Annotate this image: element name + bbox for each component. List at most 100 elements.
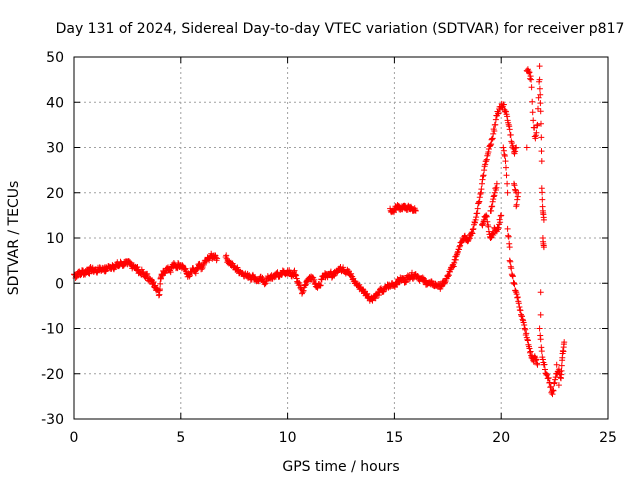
data-point [513,144,520,151]
data-point [167,269,174,276]
data-point [490,193,497,200]
data-point [497,219,504,226]
data-point [493,180,500,187]
data-point [465,236,472,243]
data-point [348,270,355,277]
data-point [500,101,507,108]
data-point [558,362,565,369]
data-point [505,232,512,239]
data-point [500,144,507,151]
points-layer [71,63,568,398]
data-point [533,129,540,136]
data-point [537,91,544,98]
data-point [506,126,513,133]
data-point [536,76,543,83]
data-point [536,85,543,92]
data-point [528,84,535,91]
data-point [534,361,541,368]
data-point [478,186,485,193]
x-tick-label: 20 [492,430,510,446]
data-point [538,120,544,127]
data-point [505,233,512,240]
data-point [134,264,141,270]
data-point [340,264,347,271]
x-tick-label: 15 [385,430,403,446]
data-point [537,289,544,296]
data-point [512,287,519,294]
y-tick-label: -10 [41,322,64,338]
data-point [555,382,562,389]
data-point [506,244,513,251]
y-tick-label: 50 [46,50,64,66]
data-point [533,356,540,363]
data-point [536,325,543,332]
data-point [186,273,193,280]
data-point [537,108,544,115]
data-point [412,207,419,214]
data-point [508,140,515,146]
data-point [503,172,510,179]
data-point [476,194,483,201]
data-point [492,121,499,128]
data-point [300,287,307,294]
y-axis-label: SDTVAR / TECUs [6,181,22,296]
data-point [480,173,486,180]
data-point [522,326,529,333]
data-point [489,203,496,210]
data-point [515,189,522,196]
data-point [544,371,551,378]
data-point [514,294,521,301]
data-point [528,76,535,83]
data-point [485,228,492,235]
data-point [529,109,536,116]
data-point [553,361,560,368]
data-point [412,207,419,213]
data-point [534,121,541,128]
data-point [519,313,525,320]
x-tick-label: 10 [279,430,297,446]
data-point [550,387,557,394]
data-point [537,100,544,107]
y-tick-label: 20 [46,186,64,202]
data-point [470,225,477,232]
data-point [504,225,511,232]
data-point [483,212,490,219]
data-point [503,164,509,171]
data-point [537,336,544,343]
data-point [527,75,533,82]
y-tick-label: 40 [46,95,64,111]
data-point [474,205,481,212]
data-point [302,282,309,289]
data-point [261,281,268,288]
data-point [515,300,522,307]
data-point [293,272,300,279]
data-point [485,146,492,152]
x-tick-label: 5 [176,430,185,446]
data-point [495,225,502,231]
data-point [495,110,502,117]
data-point [504,189,511,196]
data-point [507,131,514,138]
x-axis-label: GPS time / hours [282,459,399,475]
data-point [214,255,221,262]
data-point [538,148,545,155]
y-tick-label: 10 [46,231,64,247]
data-point [526,69,533,76]
data-point [513,201,520,208]
data-point [487,235,494,241]
data-point [506,257,513,264]
y-tick-label: 0 [55,276,64,292]
data-point [514,196,521,203]
y-tick-label: -20 [41,367,64,383]
data-point [472,219,478,226]
data-point [536,63,543,70]
x-tick-label: 25 [599,430,617,446]
data-point [491,128,498,134]
data-point [545,374,552,381]
data-point [537,311,544,318]
data-point [504,180,511,187]
data-point [527,349,533,356]
data-point [442,279,449,286]
data-point [380,288,387,295]
data-point [157,286,163,293]
